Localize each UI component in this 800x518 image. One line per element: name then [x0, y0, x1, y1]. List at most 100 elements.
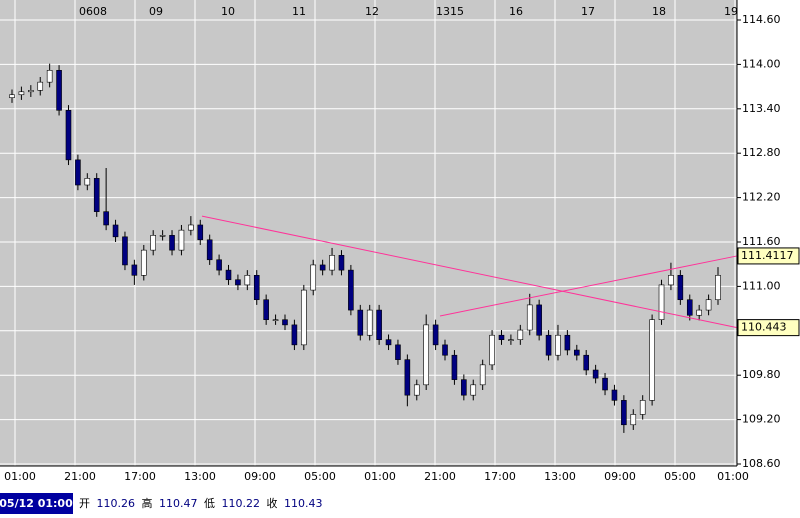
candle-body	[131, 264, 138, 276]
y-tick-label: 108.60	[742, 457, 781, 470]
candle-body	[677, 274, 684, 301]
x-tick-label: 09:00	[244, 470, 276, 483]
y-tick-label: 112.80	[742, 146, 781, 159]
candle-body	[705, 299, 712, 311]
trendline	[201, 215, 738, 329]
candle-body	[93, 178, 100, 212]
date-label: 18	[652, 5, 666, 18]
candle-body	[413, 384, 420, 396]
high-value: 110.47	[159, 497, 198, 510]
candle-body	[366, 309, 373, 336]
candle-body	[103, 211, 109, 226]
candle-body	[592, 369, 599, 379]
candle-body	[602, 377, 608, 391]
candle-body	[140, 249, 147, 276]
candle-body	[263, 299, 269, 321]
price-tag	[737, 319, 800, 337]
candle-body	[253, 274, 260, 301]
x-tick-label: 09:00	[604, 470, 636, 483]
candle-body	[639, 400, 646, 415]
low-value: 110.22	[222, 497, 261, 510]
low-label: 低	[204, 497, 215, 510]
plot-area	[0, 0, 737, 466]
date-label: 12	[365, 5, 379, 18]
date-label: 0608	[79, 5, 107, 18]
candle-body	[84, 178, 91, 186]
candle-body	[573, 349, 580, 356]
x-tick-label: 17:00	[124, 470, 156, 483]
x-tick-label: 17:00	[484, 470, 516, 483]
candle-body	[235, 279, 241, 286]
candle-body	[404, 359, 411, 396]
candle-body	[451, 354, 458, 380]
open-label: 开	[79, 497, 90, 510]
high-label: 高	[142, 496, 153, 510]
candle-body	[272, 319, 279, 322]
candle-body	[668, 274, 674, 286]
candle-body	[188, 224, 194, 231]
price-tag	[737, 247, 800, 265]
date-label: 1315	[436, 5, 464, 18]
candle-body	[630, 414, 637, 426]
candle-body	[536, 304, 542, 336]
candle-body	[376, 309, 382, 340]
candle-body	[432, 324, 439, 346]
candle-body	[338, 255, 345, 271]
candle-body	[75, 159, 81, 186]
candle-body	[319, 264, 326, 271]
candle-body	[517, 329, 524, 340]
candle-body	[329, 255, 335, 271]
x-tick-label: 21:00	[424, 470, 456, 483]
y-tick-label: 109.20	[742, 413, 781, 426]
candle-body	[9, 94, 15, 98]
status-time-box	[0, 493, 73, 514]
candle-body	[508, 339, 514, 341]
candle-body	[696, 309, 702, 316]
x-tick-label: 05:00	[664, 470, 696, 483]
close-label: 收	[267, 496, 278, 510]
plot	[0, 0, 738, 466]
candle-body	[169, 235, 175, 251]
date-label: 16	[509, 5, 523, 18]
candle-body	[28, 90, 34, 93]
candle-body	[206, 239, 213, 261]
y-tick-label: 114.60	[742, 13, 781, 26]
candle-body	[715, 274, 721, 301]
close-value: 110.43	[284, 497, 323, 510]
y-tick-label: 109.80	[742, 368, 781, 381]
candle-body	[197, 224, 204, 241]
candle-body	[479, 364, 486, 386]
status-time: 05/12 01:00	[0, 497, 73, 510]
status-line: 开 110.26 高 110.47 低 110.22 收 110.43	[79, 496, 323, 510]
candle-body	[46, 70, 53, 83]
candle-body	[18, 91, 25, 96]
trendline	[439, 255, 738, 317]
candle-body	[216, 259, 222, 271]
candle-body	[291, 324, 298, 346]
date-label: 17	[581, 5, 595, 18]
candle-body	[282, 319, 288, 326]
candle-body	[178, 229, 185, 251]
candle-body	[385, 339, 392, 346]
candle-body	[37, 81, 44, 91]
date-labels: 0608 09 10 11 12 1315 16 17 18 19	[79, 5, 738, 18]
candle-body	[357, 309, 364, 336]
candle-body	[112, 224, 119, 238]
open-value: 110.26	[97, 497, 136, 510]
date-label: 19	[724, 5, 738, 18]
x-tick-label: 13:00	[184, 470, 216, 483]
candle-body	[310, 264, 317, 291]
candle-body	[423, 324, 429, 386]
candle-body	[489, 334, 495, 366]
candle-body	[56, 70, 62, 111]
candle-body	[545, 334, 552, 356]
price-tag-label: 111.4117	[741, 249, 794, 262]
candle-body	[348, 269, 354, 311]
x-tick-label: 21:00	[64, 470, 96, 483]
candle-body	[658, 284, 665, 321]
price-tag-label: 110.443	[741, 321, 787, 334]
y-tick-label: 113.40	[742, 102, 781, 115]
candle-body	[244, 274, 251, 286]
candle-body	[564, 334, 571, 351]
